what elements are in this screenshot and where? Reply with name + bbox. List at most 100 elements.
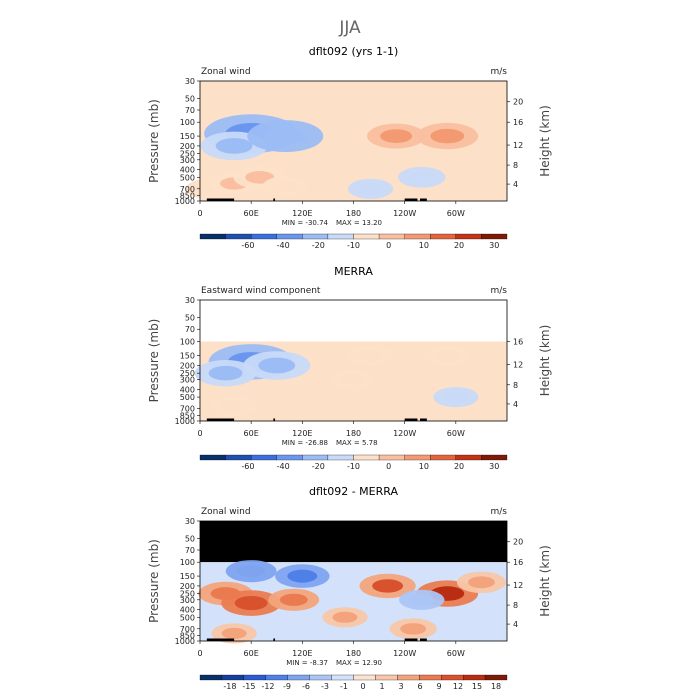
height-tick-label: 12 — [513, 361, 523, 370]
topography — [206, 638, 229, 641]
topography — [404, 418, 418, 421]
y-axis-label: Pressure (mb) — [147, 99, 161, 183]
colorbar-label: -20 — [312, 241, 325, 250]
colorbar-box — [302, 233, 329, 240]
colorbar-box — [251, 233, 277, 240]
colorbar-box — [378, 233, 405, 240]
contour-cell-core — [264, 127, 307, 145]
colorbar-label: 30 — [489, 462, 499, 471]
colorbar-label: 15 — [472, 682, 482, 691]
y-axis-right-label: Height (km) — [538, 545, 552, 616]
topography — [420, 198, 427, 201]
panel-title: dflt092 - MERRA — [309, 485, 398, 498]
height-tick-label: 4 — [513, 400, 518, 409]
y-axis-label: Pressure (mb) — [147, 539, 161, 623]
panel-title: dflt092 (yrs 1-1) — [309, 45, 399, 58]
y-tick-label: 100 — [180, 338, 195, 347]
contour-cell-core — [341, 374, 366, 385]
topography — [273, 418, 276, 421]
contour-cell-core — [332, 611, 358, 623]
colorbar-box — [481, 233, 508, 240]
height-tick-label: 12 — [513, 581, 523, 590]
colorbar-label: -12 — [261, 682, 274, 691]
topography — [206, 418, 229, 421]
contour-cell-core — [287, 569, 318, 583]
y-tick-label: 150 — [180, 572, 195, 581]
max-label: MAX = 5.78 — [336, 439, 378, 447]
colorbar-label: -40 — [277, 462, 290, 471]
colorbar-box — [353, 233, 380, 240]
contour-cell-core — [400, 623, 427, 635]
panels: dflt092 (yrs 1-1) Zonal wind m/s 30 50 70 100 1… — [147, 45, 552, 691]
colorbar-box — [327, 233, 354, 240]
y-tick-label: 500 — [180, 613, 195, 622]
contour-cell-core — [409, 594, 435, 606]
x-tick-label: 60W — [447, 429, 465, 438]
y-tick-label: 150 — [180, 352, 195, 361]
masked-region — [200, 521, 507, 563]
colorbar-label: 12 — [453, 682, 463, 691]
colorbar-label: -10 — [347, 241, 360, 250]
height-tick-label: 20 — [513, 98, 523, 107]
contour-cell-core — [258, 357, 296, 374]
y-tick-label: 400 — [180, 166, 195, 175]
colorbar-box — [378, 454, 405, 461]
colorbar-box — [404, 454, 431, 461]
y-tick-label: 500 — [180, 173, 195, 182]
colorbar-box — [199, 454, 226, 461]
topography — [420, 638, 427, 641]
field-label: Eastward wind component — [201, 286, 321, 296]
y-tick-label: 30 — [185, 77, 195, 86]
colorbar-label: -10 — [347, 462, 360, 471]
x-tick-label: 60E — [244, 429, 259, 438]
colorbar-box — [455, 454, 482, 461]
height-tick-label: 8 — [513, 161, 518, 170]
colorbar-label: -1 — [340, 682, 348, 691]
colorbar-box — [199, 674, 223, 681]
y-tick-label: 70 — [185, 325, 195, 334]
colorbar-box — [430, 454, 456, 461]
colorbar-box — [353, 454, 380, 461]
contour-cell-core — [430, 128, 465, 144]
units-label: m/s — [491, 286, 508, 296]
y-tick-label: 50 — [185, 534, 195, 543]
y-tick-label: 100 — [180, 558, 195, 567]
y-tick-label: 50 — [185, 314, 195, 323]
y-tick-label: 300 — [180, 156, 195, 165]
y-tick-label: 250 — [180, 150, 195, 159]
field-label: Zonal wind — [201, 507, 251, 517]
y-tick-label: 1000 — [175, 197, 195, 206]
colorbar-label: -18 — [223, 682, 236, 691]
topography — [206, 198, 229, 201]
colorbar-box — [287, 674, 310, 681]
contour-cell-core — [272, 180, 298, 192]
x-tick-label: 120W — [393, 649, 416, 658]
x-tick-label: 120W — [393, 209, 416, 218]
colorbar-box — [327, 454, 354, 461]
y-tick-label: 400 — [180, 385, 195, 394]
colorbar-box — [276, 454, 303, 461]
height-tick-label: 12 — [513, 141, 523, 150]
colorbar-label: -6 — [302, 682, 310, 691]
height-tick-label: 4 — [513, 620, 518, 629]
colorbar-label: 0 — [360, 682, 365, 691]
height-tick-label: 8 — [513, 601, 518, 610]
contour-cell-core — [380, 129, 413, 143]
colorbar-label: -60 — [241, 241, 254, 250]
x-tick-label: 60E — [244, 649, 259, 658]
contour-cell-core — [221, 400, 248, 412]
y-tick-label: 400 — [180, 606, 195, 615]
topography — [273, 198, 276, 201]
y-tick-label: 300 — [180, 375, 195, 384]
colorbar-box — [481, 454, 508, 461]
max-label: MAX = 12.90 — [336, 659, 382, 667]
y-tick-label: 850 — [180, 411, 195, 420]
colorbar-box — [302, 454, 329, 461]
colorbar-box — [455, 233, 482, 240]
colorbar-label: -60 — [241, 462, 254, 471]
y-axis-right-label: Height (km) — [538, 325, 552, 396]
contour-cell-core — [434, 349, 461, 362]
units-label: m/s — [491, 507, 508, 517]
